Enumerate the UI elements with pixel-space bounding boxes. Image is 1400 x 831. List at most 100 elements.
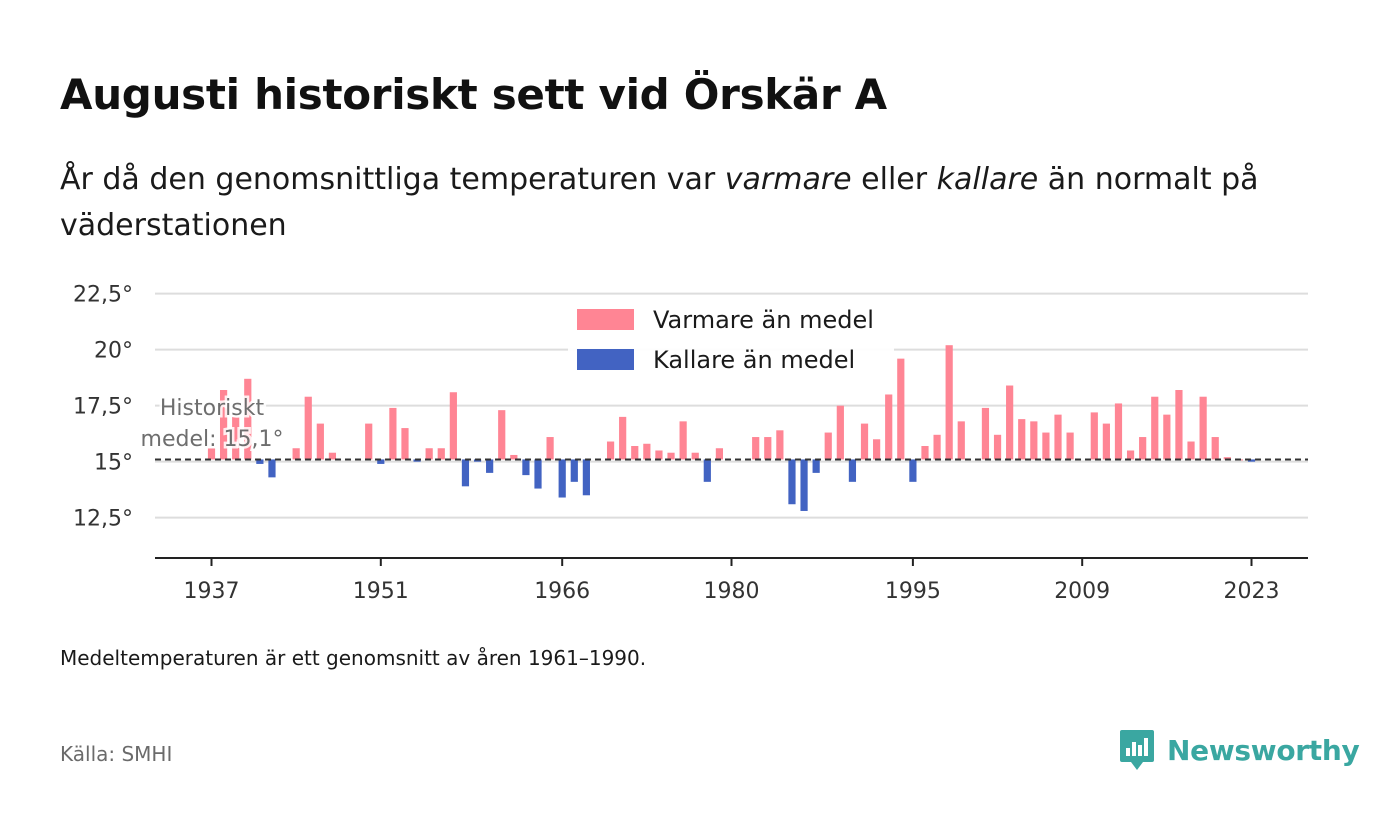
- bar-warm: [1126, 450, 1135, 460]
- bar-warm: [981, 407, 990, 460]
- brand-logo: Newsworthy: [1119, 728, 1360, 772]
- bar-warm: [1151, 396, 1159, 460]
- bar-warm: [1102, 423, 1110, 460]
- bar-chart: 12,5° 15° 17,5° 20° 22,5° Historiskt medel: …: [73, 283, 1308, 604]
- bar-warm: [207, 448, 216, 460]
- bar-warm: [1054, 414, 1062, 460]
- bar-warm: [1114, 403, 1123, 460]
- legend-warm-swatch: [577, 309, 634, 330]
- bar-warm: [631, 446, 639, 460]
- subtitle-part2: eller: [851, 162, 937, 197]
- brand-name: Newsworthy: [1167, 733, 1360, 767]
- x-tick-label: 1995: [885, 579, 941, 604]
- bar-warm: [836, 405, 844, 460]
- bar-warm: [437, 448, 445, 460]
- x-tick-label: 1937: [184, 579, 240, 604]
- newsworthy-logo-icon: [1120, 730, 1154, 770]
- bar-cold: [268, 459, 276, 478]
- x-tick-label: 2023: [1224, 579, 1280, 604]
- bar-cold: [522, 459, 530, 476]
- bar-warm: [643, 443, 651, 460]
- bar-warm: [957, 421, 965, 460]
- bar-warm: [1187, 441, 1195, 460]
- bar-cold: [473, 459, 482, 462]
- bar-warm: [316, 423, 324, 460]
- bar-cold: [534, 459, 542, 489]
- x-tick-label: 1980: [704, 579, 760, 604]
- bar-warm: [824, 432, 832, 460]
- source-label: Källa: SMHI: [60, 742, 173, 766]
- bar-cold: [461, 459, 470, 487]
- bar-warm: [691, 452, 699, 460]
- bar-warm: [1066, 432, 1074, 460]
- bar-warm: [1090, 412, 1098, 460]
- x-tick-label: 1966: [534, 579, 590, 604]
- bar-warm: [1030, 421, 1038, 460]
- bar-warm: [389, 407, 397, 460]
- chart-subtitle: År då den genomsnittliga temperaturen va…: [60, 157, 1300, 249]
- bar-warm: [244, 378, 252, 460]
- bar-cold: [256, 459, 264, 464]
- bar-warm: [933, 434, 941, 460]
- chart-title: Augusti historiskt sett vid Örskär A: [60, 70, 887, 119]
- x-tick-label: 1951: [353, 579, 409, 604]
- bar-warm: [1211, 437, 1219, 460]
- bar-cold: [703, 459, 711, 482]
- bar-cold: [558, 459, 566, 498]
- bar-cold: [788, 459, 796, 505]
- subtitle-cold-word: kallare: [936, 162, 1039, 197]
- y-tick-label: 22,5°: [73, 283, 133, 308]
- bar-warm: [860, 423, 869, 460]
- bar-warm: [945, 345, 953, 460]
- footnote: Medeltemperaturen är ett genomsnitt av å…: [60, 646, 647, 670]
- bar-warm: [1042, 432, 1050, 460]
- bar-cold: [582, 459, 590, 496]
- subtitle-part1: År då den genomsnittliga temperaturen va…: [60, 162, 725, 197]
- y-axis-labels: 12,5° 15° 17,5° 20° 22,5°: [73, 283, 133, 532]
- bar-warm: [897, 358, 905, 460]
- bar-warm: [425, 448, 433, 460]
- y-tick-label: 12,5°: [73, 507, 133, 532]
- bar-warm: [1223, 457, 1231, 460]
- bar-warm: [776, 430, 784, 460]
- bar-warm: [993, 434, 1002, 460]
- legend-warm-label: Varmare än medel: [653, 306, 874, 334]
- bar-cold: [413, 459, 421, 462]
- bar-warm: [232, 416, 240, 460]
- bar-warm: [752, 437, 760, 460]
- bar-warm: [885, 394, 893, 460]
- bar-warm: [667, 452, 675, 460]
- bar-warm: [219, 390, 228, 460]
- bar-warm: [304, 396, 312, 460]
- bar-warm: [1006, 385, 1014, 460]
- legend-cold-swatch: [577, 349, 634, 370]
- bar-cold: [848, 459, 857, 482]
- bar-warm: [510, 454, 518, 460]
- bar-cold: [812, 459, 820, 473]
- bar-cold: [800, 459, 808, 511]
- bar-warm: [679, 421, 687, 460]
- bar-warm: [764, 437, 772, 460]
- y-tick-label: 17,5°: [73, 395, 133, 420]
- bar-warm: [1199, 396, 1207, 460]
- x-axis-ticks: 1937 1951 1966 1980 1995 2009 2023: [184, 558, 1280, 604]
- bar-warm: [1139, 437, 1147, 460]
- subtitle-part3: än normalt på väderstationen: [60, 162, 1259, 243]
- bar-warm: [655, 450, 663, 460]
- bar-warm: [1018, 419, 1026, 460]
- bar-warm: [715, 448, 724, 460]
- bar-cold: [909, 459, 917, 482]
- x-tick-label: 2009: [1054, 579, 1110, 604]
- bar-warm: [546, 437, 554, 460]
- baseline-label-line2: medel: 15,1°: [141, 427, 284, 452]
- subtitle-warm-word: varmare: [724, 162, 852, 197]
- bar-warm: [1175, 390, 1183, 460]
- legend-cold-label: Kallare än medel: [653, 346, 855, 374]
- bar-warm: [619, 416, 627, 460]
- bar-cold: [377, 459, 385, 464]
- baseline-label-line1: Historiskt: [160, 396, 265, 421]
- bar-cold: [570, 459, 578, 482]
- bar-warm: [1163, 414, 1171, 460]
- bar-warm: [401, 428, 409, 460]
- bar-cold: [1247, 459, 1256, 462]
